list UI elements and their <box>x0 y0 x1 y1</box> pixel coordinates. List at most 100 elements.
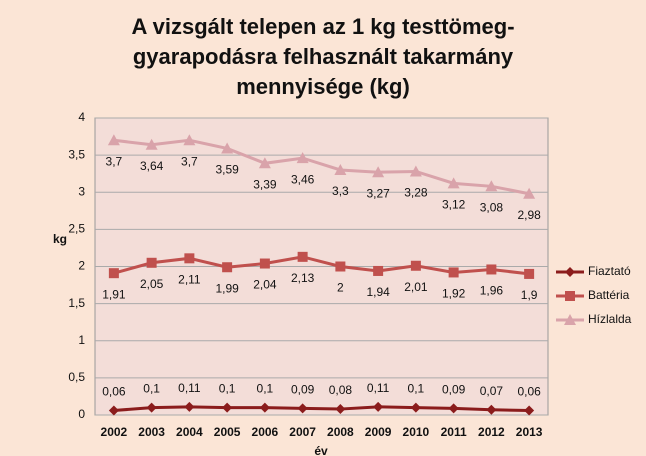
data-point <box>335 404 346 415</box>
chart-title: A vizsgált telepen az 1 kg testtömeg-gya… <box>131 14 515 99</box>
x-tick-label: 2008 <box>327 425 354 439</box>
series-line <box>113 255 530 276</box>
data-point <box>184 253 195 264</box>
data-label: 1,91 <box>102 287 126 301</box>
data-label: 3,7 <box>106 154 123 168</box>
x-axis-label: év <box>314 444 328 456</box>
data-label: 3,59 <box>215 163 239 177</box>
data-point <box>373 401 384 412</box>
data-label: 3,3 <box>332 184 349 198</box>
y-tick-label: 1,5 <box>68 296 85 310</box>
data-point <box>372 166 385 178</box>
x-tick-label: 2013 <box>516 425 543 439</box>
series-line <box>113 138 530 196</box>
data-point <box>373 265 384 276</box>
legend-label: Fiaztató <box>588 264 631 278</box>
y-tick-label: 2,5 <box>68 222 85 236</box>
legend-label: Hízlalda <box>588 312 632 326</box>
data-point <box>221 142 234 154</box>
data-label: 0,1 <box>408 382 425 396</box>
x-tick-label: 2011 <box>441 425 467 439</box>
y-tick-label: 0 <box>78 407 85 421</box>
x-tick-label: 2012 <box>478 425 505 439</box>
data-point <box>107 134 120 146</box>
data-label: 3,28 <box>404 186 428 200</box>
data-point <box>409 165 422 177</box>
x-tick-label: 2003 <box>138 425 165 439</box>
data-label: 0,09 <box>291 382 315 396</box>
x-tick-label: 2006 <box>252 425 279 439</box>
data-label: 0,1 <box>219 382 236 396</box>
data-point <box>410 402 421 413</box>
data-point <box>146 257 157 268</box>
data-label: 1,99 <box>215 281 239 295</box>
data-label: 3,7 <box>181 154 198 168</box>
data-point <box>486 264 497 275</box>
data-label: 1,96 <box>480 284 504 298</box>
data-point <box>524 405 535 416</box>
x-tick-label: 2010 <box>403 425 430 439</box>
data-point <box>222 402 233 413</box>
data-label: 3,46 <box>291 172 315 186</box>
data-label: 3,39 <box>253 177 277 191</box>
data-point <box>258 157 271 169</box>
data-label: 1,92 <box>442 287 466 301</box>
data-label: 0,1 <box>257 382 274 396</box>
y-axis-label: kg <box>53 232 67 246</box>
data-label: 0,11 <box>367 381 390 395</box>
y-tick-label: 4 <box>78 110 85 124</box>
data-label: 2,04 <box>253 278 277 292</box>
data-label: 2,13 <box>291 271 315 285</box>
x-tick-label: 2002 <box>101 425 128 439</box>
x-tick-label: 2005 <box>214 425 241 439</box>
data-point <box>486 404 497 415</box>
data-point <box>145 138 158 150</box>
legend-marker <box>565 291 575 301</box>
legend-marker <box>564 314 576 325</box>
data-point <box>334 163 347 175</box>
data-point <box>183 134 196 146</box>
data-label: 2 <box>337 281 344 295</box>
data-label: 0,11 <box>178 381 201 395</box>
data-point <box>447 177 460 189</box>
data-label: 2,01 <box>404 280 428 294</box>
data-label: 0,07 <box>480 384 504 398</box>
y-tick-label: 2 <box>78 259 85 273</box>
data-point <box>222 262 233 273</box>
data-point <box>259 258 270 269</box>
x-tick-label: 2009 <box>365 425 392 439</box>
x-tick-label: 2007 <box>289 425 316 439</box>
data-point <box>108 268 119 279</box>
data-label: 0,06 <box>102 385 126 399</box>
data-label: 0,09 <box>442 382 466 396</box>
data-point <box>410 260 421 271</box>
data-point <box>259 402 270 413</box>
data-point <box>146 402 157 413</box>
legend-marker <box>565 267 575 277</box>
series-line <box>113 405 530 413</box>
data-label: 0,08 <box>329 383 353 397</box>
data-point <box>108 405 119 416</box>
data-point <box>296 152 309 164</box>
data-point <box>297 251 308 262</box>
data-label: 3,12 <box>442 198 466 212</box>
data-point <box>448 403 459 414</box>
data-label: 1,94 <box>366 285 390 299</box>
data-label: 2,11 <box>178 273 201 287</box>
data-label: 2,05 <box>140 277 164 291</box>
data-label: 0,1 <box>143 382 160 396</box>
data-point <box>297 403 308 414</box>
data-label: 3,64 <box>140 159 164 173</box>
data-point <box>448 267 459 278</box>
data-point <box>184 401 195 412</box>
data-label: 3,08 <box>480 200 504 214</box>
x-tick-label: 2004 <box>176 425 203 439</box>
data-label: 1,9 <box>521 288 538 302</box>
data-point <box>524 268 535 279</box>
y-tick-label: 3 <box>78 184 85 198</box>
data-label: 3,27 <box>366 186 390 200</box>
y-tick-label: 1 <box>78 333 85 347</box>
y-tick-label: 3,5 <box>68 147 85 161</box>
